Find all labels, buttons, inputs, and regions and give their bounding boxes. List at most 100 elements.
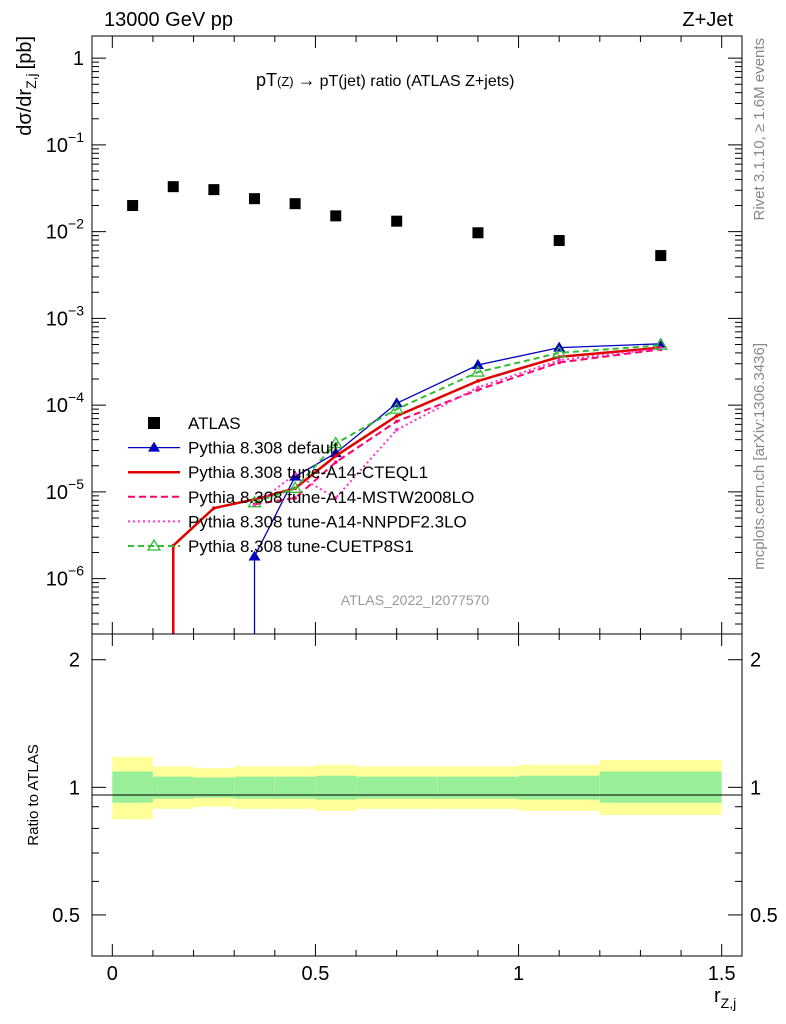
ratio-xlabel: rZ,j xyxy=(714,985,736,1011)
data-point xyxy=(391,215,403,227)
legend: ATLAS Pythia 8.308 default Pythia 8.308 tu… xyxy=(128,414,474,556)
y-tick-exp: −2 xyxy=(68,216,84,232)
y-tick-label-right: 1 xyxy=(750,777,761,799)
main-ylabel: dσ/drZ,j [pb] xyxy=(14,36,39,136)
legend-label: Pythia 8.308 tune-A14-CTEQL1 xyxy=(188,463,428,482)
main-title: pT(Z) → pT(jet) ratio (ATLAS Z+jets) xyxy=(256,70,514,90)
y-tick-label-left: 0.5 xyxy=(52,905,80,927)
ratio-band-inner xyxy=(518,775,600,800)
series-point xyxy=(212,506,216,510)
y-tick-base: 10 xyxy=(46,308,68,330)
data-point xyxy=(655,250,667,262)
series-point xyxy=(476,385,480,390)
y-tick-label: 10−6 xyxy=(46,563,84,591)
title-rest: pT(jet) ratio (ATLAS Z+jets) xyxy=(320,73,515,90)
ratio-ylabel: Ratio to ATLAS xyxy=(25,744,42,845)
ratio-band-inner xyxy=(437,776,519,799)
xlabel-sub: Z,j xyxy=(721,995,737,1011)
data-point xyxy=(553,235,565,247)
title-main: pT xyxy=(256,70,277,90)
series-point xyxy=(476,379,480,383)
ratio-band-inner xyxy=(193,777,235,798)
y-tick-label: 10−5 xyxy=(46,476,84,504)
series-data xyxy=(127,181,667,262)
ylabel-unit: [pb] xyxy=(14,36,36,69)
legend-label: Pythia 8.308 default xyxy=(188,439,339,458)
legend-label: Pythia 8.308 tune-A14-MSTW2008LO xyxy=(188,488,474,507)
ratio-bands xyxy=(112,756,722,820)
series-point xyxy=(653,337,668,350)
y-tick-base: 10 xyxy=(46,569,68,591)
data-point xyxy=(249,193,260,205)
x-tick-label: 0 xyxy=(107,963,118,985)
y-tick-label: 10−2 xyxy=(46,216,84,244)
mcplots-label: mcplots.cern.ch [arXiv:1306.3436] xyxy=(751,343,768,570)
data-point xyxy=(208,184,220,196)
legend-marker xyxy=(148,417,160,429)
ratio-band-inner xyxy=(112,771,153,803)
legend-label: ATLAS xyxy=(188,414,241,433)
watermark: ATLAS_2022_I2077570 xyxy=(341,592,490,608)
ylabel-main: dσ/dr xyxy=(14,89,36,136)
ratio-band-inner xyxy=(599,771,722,803)
ratio-ticks: 0 0.5 1 1.5 0.5 0.5 1 1 2 2 xyxy=(52,634,778,985)
y-tick-exp: −5 xyxy=(68,476,84,492)
series-point xyxy=(471,359,484,370)
y-tick-label: 10−4 xyxy=(46,389,84,417)
title-sub: (Z) xyxy=(277,74,294,89)
header-right: Z+Jet xyxy=(682,9,733,31)
main-series xyxy=(127,181,668,634)
y-tick-label-right: 2 xyxy=(750,650,761,672)
x-tick-label: 0.5 xyxy=(302,963,330,985)
series-point xyxy=(552,345,567,358)
series-point xyxy=(557,358,561,362)
ratio-band-inner xyxy=(315,775,357,800)
y-tick-label-left: 1 xyxy=(69,777,80,799)
series-point xyxy=(394,419,399,424)
series-3 xyxy=(252,347,663,507)
y-tick-label: 10−1 xyxy=(46,129,84,157)
series-point xyxy=(333,454,338,458)
series-5 xyxy=(247,337,668,508)
series-point xyxy=(389,401,404,414)
data-point xyxy=(472,227,484,239)
series-point xyxy=(333,496,338,500)
y-tick-base: 10 xyxy=(46,482,68,504)
ratio-band-inner xyxy=(152,776,194,799)
data-point xyxy=(330,210,342,222)
y-tick-exp: −1 xyxy=(68,129,84,145)
y-tick-base: 10 xyxy=(46,135,68,157)
series-point xyxy=(293,472,297,476)
y-tick-base: 10 xyxy=(46,395,68,417)
y-tick-exp: −4 xyxy=(68,389,84,405)
y-tick-base: 10 xyxy=(46,222,68,244)
ratio-frame xyxy=(91,633,743,957)
series-line xyxy=(254,344,661,504)
rivet-label: Rivet 3.1.10, ≥ 1.6M events xyxy=(751,38,768,221)
legend-label: Pythia 8.308 tune-CUETP8S1 xyxy=(188,537,414,556)
main-ticks: 110−110−210−310−410−510−6 xyxy=(46,36,742,634)
series-point xyxy=(287,481,303,493)
y-tick-label: 1 xyxy=(73,48,84,70)
header-left: 13000 GeV pp xyxy=(104,9,233,31)
y-tick-label: 10−3 xyxy=(46,302,84,330)
y-tick-label-right: 0.5 xyxy=(750,905,778,927)
series-point xyxy=(470,364,486,377)
series-point xyxy=(247,495,262,508)
ylabel-sub: Z,j xyxy=(23,73,39,89)
data-point xyxy=(127,200,139,212)
legend-marker xyxy=(148,441,160,452)
x-tick-label: 1.5 xyxy=(708,963,736,985)
ratio-band-inner xyxy=(234,776,275,799)
data-point xyxy=(167,181,179,193)
series-point xyxy=(394,427,399,432)
series-point xyxy=(293,496,297,500)
y-tick-label-left: 2 xyxy=(69,650,80,672)
x-tick-label: 1 xyxy=(513,963,524,985)
data-point xyxy=(289,198,301,210)
ratio-panel: 0 0.5 1 1.5 0.5 0.5 1 1 2 2 Ratio to ATLAS rZ,j xyxy=(25,633,778,1011)
y-tick-exp: −3 xyxy=(68,302,84,318)
series-point xyxy=(394,414,399,418)
